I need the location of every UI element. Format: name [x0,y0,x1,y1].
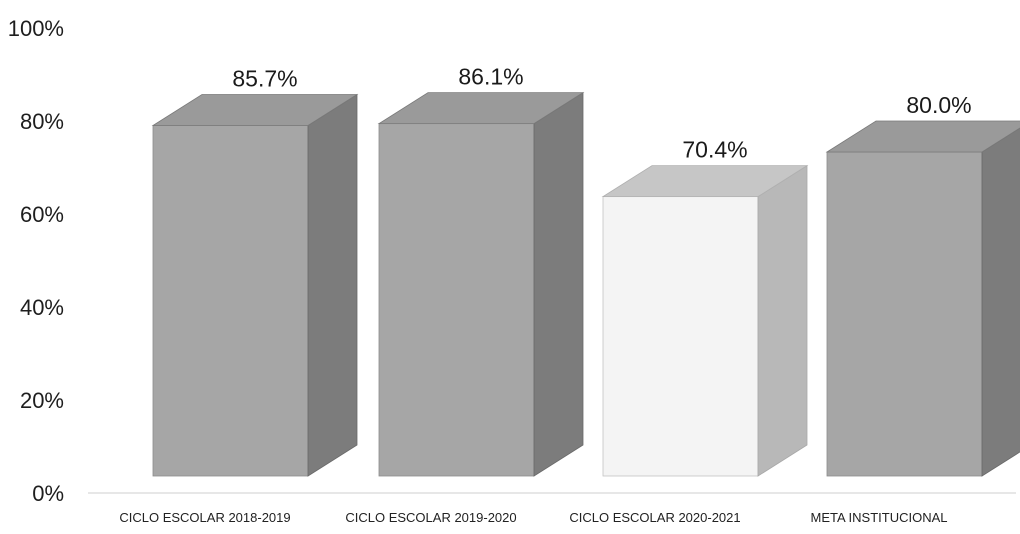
bar-top-face [825,120,1020,153]
y-tick-label: 80% [20,109,64,134]
data-label: 86.1% [458,64,523,90]
bar-front-face [378,123,535,477]
bar-front-face [826,151,983,477]
bar-top-face [377,92,585,125]
axis-layer: 0% 20% 40% 60% 80% 100% [8,16,1016,506]
category-label: CICLO ESCOLAR 2020-2021 [569,510,740,525]
data-label: 80.0% [906,92,971,118]
bar [825,120,1020,477]
bar [151,93,359,477]
bar [601,164,809,477]
bar [377,91,585,477]
y-tick-label: 40% [20,295,64,320]
bar-side-face [981,127,1020,477]
y-tick-label: 20% [20,388,64,413]
bar-top-face [151,94,359,126]
category-label: CICLO ESCOLAR 2019-2020 [345,510,516,525]
data-label: 85.7% [232,65,297,91]
y-tick-label: 0% [32,481,64,506]
bar-front-face [152,125,309,477]
bar-side-face [307,93,358,477]
category-label: META INSTITUCIONAL [811,510,948,525]
y-tick-label: 60% [20,202,64,227]
labels-layer: 85.7% CICLO ESCOLAR 2018-2019 86.1% CICLO E… [119,64,971,525]
y-tick-label: 100% [8,16,64,41]
bar-top-face [601,165,809,198]
bar-side-face [533,91,584,477]
bar-side-face [757,164,808,477]
bars-layer [151,91,1020,477]
bar-front-face [602,196,759,477]
data-label: 70.4% [682,137,747,163]
category-label: CICLO ESCOLAR 2018-2019 [119,510,290,525]
